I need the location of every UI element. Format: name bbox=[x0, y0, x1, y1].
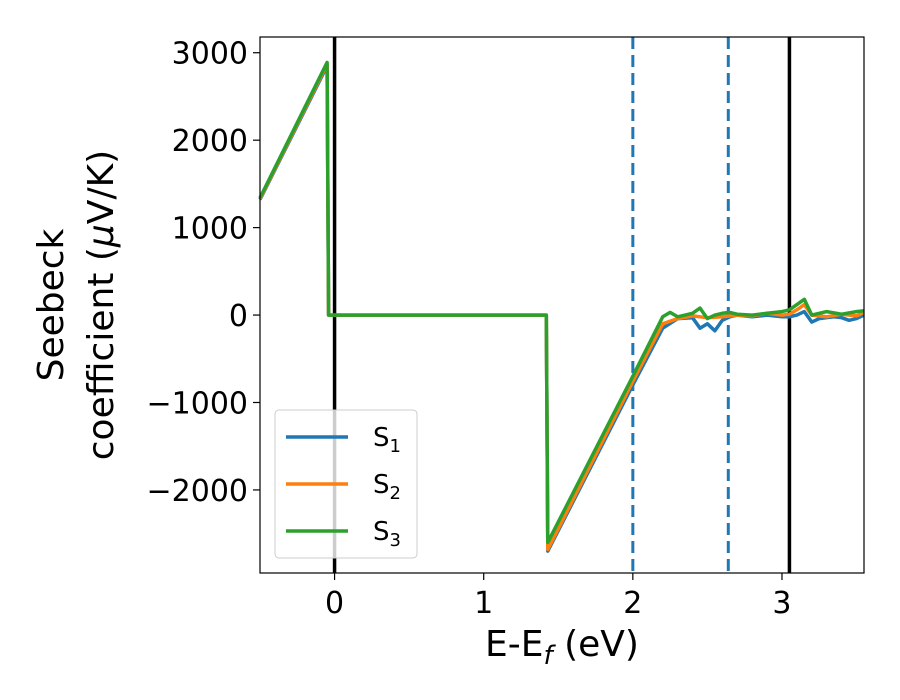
x-tick-label: 3 bbox=[772, 586, 791, 621]
legend-label-S3: S3 bbox=[373, 517, 401, 551]
x-tick-label: 1 bbox=[474, 586, 493, 621]
y-tick-label: 0 bbox=[229, 299, 248, 334]
y-axis-title-line2: coefficient (μV/K) bbox=[81, 150, 122, 460]
plot-frame bbox=[259, 36, 865, 574]
x-axis-title-base: E-E bbox=[485, 624, 543, 665]
x-tick-label: 0 bbox=[325, 586, 344, 621]
series-layer bbox=[258, 60, 865, 553]
series-line-S3 bbox=[258, 60, 865, 545]
x-axis-ticks: 0 1 2 3 bbox=[325, 573, 792, 621]
y-tick-label: 2000 bbox=[172, 124, 248, 159]
x-tick-label: 2 bbox=[623, 586, 642, 621]
y-tick-label: 3000 bbox=[172, 37, 248, 72]
x-axis-title-tail: (eV) bbox=[553, 624, 639, 665]
y-axis-title: Seebeck coefficient (μV/K) bbox=[31, 150, 122, 460]
y-tick-label: 1000 bbox=[172, 212, 248, 247]
y-axis-title-line2-prefix: coefficient ( bbox=[81, 247, 122, 460]
legend: S1 S2 S3 bbox=[274, 409, 418, 559]
y-tick-label: −2000 bbox=[147, 474, 248, 509]
legend-label-S2: S2 bbox=[373, 470, 401, 504]
y-axis-title-mu: μ bbox=[81, 224, 122, 248]
y-tick-label: −1000 bbox=[147, 386, 248, 421]
y-axis-title-line2-suffix: V/K) bbox=[81, 150, 122, 224]
y-axis-title-line1: Seebeck bbox=[31, 228, 72, 381]
x-axis-title: E-Ef (eV) bbox=[485, 624, 639, 671]
legend-label-S1: S1 bbox=[373, 423, 401, 457]
y-axis-ticks: −2000 −1000 0 1000 2000 3000 bbox=[147, 37, 260, 509]
